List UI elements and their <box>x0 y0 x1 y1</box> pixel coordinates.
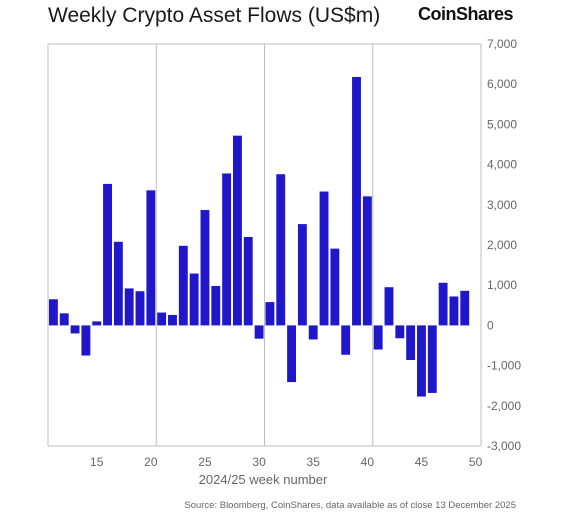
x-tick-label: 40 <box>361 455 375 469</box>
bar-week-38 <box>341 325 351 355</box>
bar-week-23 <box>178 245 188 326</box>
y-tick-label: 6,000 <box>487 77 517 91</box>
bar-week-48 <box>449 296 459 326</box>
x-tick-label: 30 <box>252 455 266 469</box>
x-axis-tick-labels: 15 20 25 30 35 40 45 50 <box>90 455 483 469</box>
bar-week-34 <box>297 224 307 326</box>
bar-week-21 <box>157 312 167 326</box>
x-axis-label: 2024/25 week number <box>199 472 328 487</box>
bar-week-32 <box>276 174 286 326</box>
bar-week-31 <box>265 302 275 326</box>
bar-week-43 <box>395 325 405 339</box>
y-axis-tick-labels: -3,000 -2,000 -1,000 0 1,000 2,000 3,000 4,000 5… <box>487 37 521 453</box>
bar-week-35 <box>308 325 318 340</box>
y-tick-label: 2,000 <box>487 238 517 252</box>
y-tick-label: 4,000 <box>487 158 517 172</box>
bar-week-44 <box>406 325 416 360</box>
bar-week-12 <box>59 313 69 326</box>
bar-week-41 <box>373 325 383 350</box>
x-tick-label: 25 <box>198 455 212 469</box>
bar-week-14 <box>81 325 91 356</box>
y-tick-label: 1,000 <box>487 278 517 292</box>
bar-week-45 <box>417 325 426 397</box>
bar-week-42 <box>384 287 394 326</box>
x-tick-label: 15 <box>90 455 104 469</box>
source-note: Source: Bloomberg, CoinShares, data avai… <box>184 500 516 511</box>
bar-week-49 <box>460 290 470 326</box>
bar-week-19 <box>135 291 145 326</box>
bar-week-39 <box>352 76 361 326</box>
bar-week-33 <box>287 325 296 383</box>
bar-week-27 <box>222 173 232 326</box>
x-tick-label: 45 <box>415 455 429 469</box>
brand-logo: CoinShares <box>418 4 514 24</box>
bar-week-24 <box>189 273 199 326</box>
bar-week-26 <box>211 286 221 326</box>
x-tick-label: 20 <box>144 455 158 469</box>
bar-week-11 <box>48 299 58 326</box>
y-tick-label: -2,000 <box>487 399 521 413</box>
bar-week-25 <box>200 210 210 326</box>
x-tick-label: 50 <box>469 455 483 469</box>
bar-week-47 <box>438 282 448 326</box>
bar-week-13 <box>70 325 80 334</box>
x-tick-label: 35 <box>307 455 321 469</box>
grid-lines <box>47 43 482 447</box>
bar-week-15 <box>92 321 102 326</box>
bar-week-20 <box>146 190 156 326</box>
bar-week-29 <box>243 236 253 326</box>
chart-title: Weekly Crypto Asset Flows (US$m) <box>48 4 381 27</box>
bar-week-37 <box>330 248 340 326</box>
bar-week-28 <box>233 135 242 326</box>
bar-week-40 <box>362 196 372 326</box>
bar-week-22 <box>168 314 177 326</box>
bar-week-17 <box>113 241 123 326</box>
y-tick-label: 5,000 <box>487 117 517 131</box>
y-tick-label: -3,000 <box>487 439 521 453</box>
bar-week-16 <box>103 183 112 326</box>
bar-series <box>48 76 470 397</box>
bar-week-36 <box>319 191 329 326</box>
bar-week-30 <box>254 325 264 339</box>
y-tick-label: 7,000 <box>487 37 517 51</box>
y-tick-label: 3,000 <box>487 198 517 212</box>
bar-week-46 <box>427 325 437 393</box>
bar-week-18 <box>124 288 134 326</box>
y-tick-label: -1,000 <box>487 359 521 373</box>
y-tick-label: 0 <box>487 318 494 332</box>
